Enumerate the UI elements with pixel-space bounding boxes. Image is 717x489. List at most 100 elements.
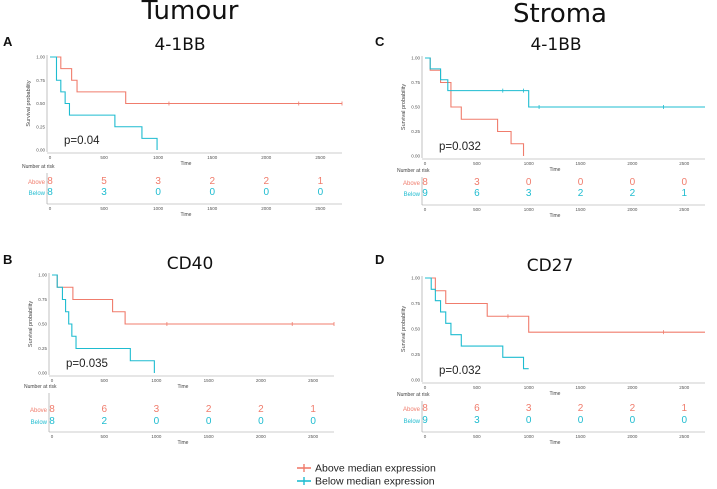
risk-count-below-d: 0 bbox=[630, 415, 636, 426]
risk-count-below-a: 0 bbox=[155, 187, 161, 198]
risk-count-above-c: 0 bbox=[526, 177, 532, 188]
km-curve-below-a bbox=[50, 56, 158, 150]
column-title-stroma: Stroma bbox=[513, 0, 607, 29]
risk-group-label-below-b: Below bbox=[31, 420, 48, 426]
risk-count-above-d: 3 bbox=[526, 403, 532, 414]
y-tick-label-c: 0.00 bbox=[411, 154, 420, 159]
risk-x-tick-label-c: 2000 bbox=[627, 207, 638, 212]
risk-x-tick-label-c: 0 bbox=[424, 207, 427, 212]
risk-x-tick-label-a: 0 bbox=[49, 206, 52, 211]
x-tick-label-d: 1000 bbox=[524, 385, 535, 390]
risk-x-tick-label-d: 0 bbox=[424, 434, 427, 439]
risk-table-title-a: Number at risk bbox=[22, 164, 55, 170]
risk-count-above-c: 0 bbox=[578, 177, 584, 188]
risk-count-below-d: 3 bbox=[474, 415, 480, 426]
risk-count-below-c: 9 bbox=[422, 188, 428, 199]
risk-count-above-a: 2 bbox=[209, 176, 215, 187]
risk-x-tick-label-a: 500 bbox=[100, 206, 108, 211]
risk-x-tick-label-a: 2500 bbox=[315, 206, 326, 211]
risk-group-label-below-d: Below bbox=[404, 419, 421, 425]
y-tick-label-a: 0.25 bbox=[36, 124, 45, 129]
km-curve-above-b bbox=[52, 274, 334, 325]
risk-count-below-c: 3 bbox=[526, 188, 532, 199]
risk-count-above-d: 8 bbox=[422, 403, 428, 414]
risk-count-above-a: 1 bbox=[318, 176, 324, 187]
risk-x-tick-label-d: 1500 bbox=[576, 434, 587, 439]
p-value-a: p=0.04 bbox=[64, 135, 100, 147]
risk-count-above-c: 0 bbox=[681, 177, 687, 188]
risk-x-tick-label-d: 500 bbox=[473, 434, 481, 439]
x-tick-label-c: 0 bbox=[424, 161, 427, 166]
risk-group-label-above-a: Above bbox=[28, 180, 46, 186]
risk-count-below-d: 0 bbox=[681, 415, 687, 426]
x-tick-label-b: 1000 bbox=[151, 378, 162, 383]
risk-x-tick-label-a: 2000 bbox=[261, 206, 272, 211]
x-axis-title-b: Time bbox=[178, 384, 189, 390]
risk-x-axis-title-d: Time bbox=[550, 440, 561, 446]
x-tick-label-a: 1000 bbox=[153, 155, 164, 160]
risk-count-above-d: 1 bbox=[681, 403, 687, 414]
risk-x-tick-label-d: 1000 bbox=[524, 434, 535, 439]
km-curve-above-d bbox=[425, 277, 705, 333]
x-tick-label-b: 2500 bbox=[308, 378, 319, 383]
legend-above-label: Above median expression bbox=[315, 463, 436, 475]
x-tick-label-a: 1500 bbox=[207, 155, 218, 160]
risk-count-below-c: 2 bbox=[630, 188, 636, 199]
x-tick-label-c: 1000 bbox=[524, 161, 535, 166]
km-curve-below-d bbox=[425, 277, 529, 370]
risk-x-tick-label-b: 2000 bbox=[256, 434, 267, 439]
y-tick-label-b: 0.50 bbox=[38, 322, 47, 327]
risk-group-label-above-b: Above bbox=[30, 408, 48, 414]
panel-letter-d: D bbox=[375, 252, 384, 267]
risk-count-above-a: 5 bbox=[101, 176, 107, 187]
risk-x-tick-label-a: 1500 bbox=[207, 206, 218, 211]
risk-x-tick-label-c: 1500 bbox=[576, 207, 587, 212]
risk-count-above-b: 1 bbox=[310, 404, 316, 415]
risk-x-tick-label-b: 2500 bbox=[308, 434, 319, 439]
risk-table-title-c: Number at risk bbox=[397, 168, 430, 174]
risk-x-tick-label-d: 2000 bbox=[627, 434, 638, 439]
risk-count-above-c: 0 bbox=[630, 177, 636, 188]
x-tick-label-b: 0 bbox=[51, 378, 54, 383]
risk-x-tick-label-c: 2500 bbox=[679, 207, 690, 212]
risk-count-below-b: 0 bbox=[206, 416, 212, 427]
y-tick-label-b: 0.75 bbox=[38, 297, 47, 302]
p-value-b: p=0.035 bbox=[66, 358, 108, 370]
x-tick-label-a: 0 bbox=[49, 155, 52, 160]
risk-count-below-a: 0 bbox=[209, 187, 215, 198]
risk-count-above-d: 6 bbox=[474, 403, 480, 414]
risk-x-axis-title-a: Time bbox=[181, 212, 192, 218]
risk-count-below-b: 0 bbox=[258, 416, 264, 427]
risk-count-below-c: 2 bbox=[578, 188, 584, 199]
y-axis-title-c: Survival probability bbox=[401, 84, 407, 130]
panel-title-d: CD27 bbox=[527, 256, 574, 276]
x-tick-label-c: 2500 bbox=[679, 161, 690, 166]
x-tick-label-a: 2500 bbox=[315, 155, 326, 160]
risk-group-label-above-c: Above bbox=[403, 181, 421, 187]
p-value-c: p=0.032 bbox=[439, 141, 481, 153]
risk-count-above-d: 2 bbox=[630, 403, 636, 414]
x-tick-label-d: 2500 bbox=[679, 385, 690, 390]
km-curve-above-c bbox=[425, 57, 525, 156]
risk-count-above-b: 3 bbox=[154, 404, 160, 415]
p-value-d: p=0.032 bbox=[439, 365, 481, 377]
risk-count-below-b: 8 bbox=[49, 416, 55, 427]
x-tick-label-b: 2000 bbox=[256, 378, 267, 383]
x-axis-title-c: Time bbox=[550, 167, 561, 173]
risk-count-above-b: 2 bbox=[206, 404, 212, 415]
risk-count-above-c: 3 bbox=[474, 177, 480, 188]
y-axis-title-d: Survival probability bbox=[401, 306, 407, 352]
panel-title-c: 4-1BB bbox=[530, 35, 581, 55]
risk-count-above-b: 8 bbox=[49, 404, 55, 415]
km-curve-below-b bbox=[52, 274, 155, 373]
risk-x-tick-label-b: 500 bbox=[100, 434, 108, 439]
risk-count-below-b: 0 bbox=[310, 416, 316, 427]
risk-x-tick-label-b: 1500 bbox=[204, 434, 215, 439]
legend: Above median expression Below median exp… bbox=[297, 463, 436, 488]
x-tick-label-c: 500 bbox=[473, 161, 481, 166]
risk-group-label-below-a: Below bbox=[29, 191, 46, 197]
x-tick-label-b: 1500 bbox=[204, 378, 215, 383]
risk-count-above-a: 8 bbox=[47, 176, 53, 187]
